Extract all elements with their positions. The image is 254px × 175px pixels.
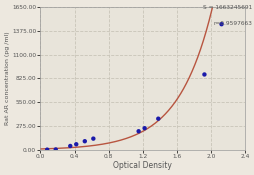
Point — [83, 140, 87, 143]
Point — [156, 117, 160, 120]
Point — [142, 127, 146, 130]
Text: S = 1663245691: S = 1663245691 — [202, 5, 251, 10]
Point — [219, 23, 223, 26]
Y-axis label: Rat AR concentration (pg /ml): Rat AR concentration (pg /ml) — [5, 32, 10, 125]
Point — [91, 137, 95, 140]
Point — [45, 148, 49, 151]
Point — [202, 73, 206, 76]
Point — [74, 143, 78, 146]
Point — [68, 145, 72, 147]
X-axis label: Optical Density: Optical Density — [113, 161, 172, 170]
Point — [136, 130, 140, 133]
Text: r=0.9597663: r=0.9597663 — [213, 21, 251, 26]
Point — [54, 148, 58, 151]
